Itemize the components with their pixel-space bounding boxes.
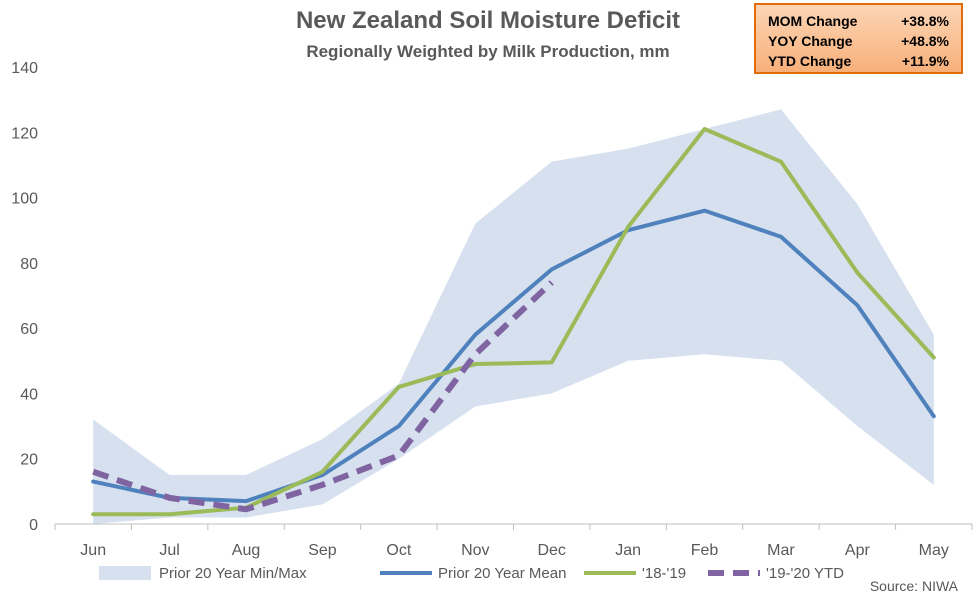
y-tick-label: 0 bbox=[29, 517, 38, 534]
y-tick-label: 20 bbox=[20, 452, 38, 469]
series-layer bbox=[91, 127, 936, 517]
y-tick-label: 60 bbox=[20, 321, 38, 338]
x-tick-label: Apr bbox=[845, 542, 871, 559]
x-tick-label: Nov bbox=[461, 542, 489, 559]
stat-row-mom: MOM Change +38.8% bbox=[768, 11, 949, 31]
x-tick-label: Mar bbox=[767, 542, 795, 559]
y-tick-label: 80 bbox=[20, 256, 38, 273]
stat-label: MOM Change bbox=[768, 13, 858, 29]
series-line bbox=[91, 127, 936, 517]
series-line bbox=[91, 208, 936, 504]
stat-value: +38.8% bbox=[901, 13, 949, 29]
x-tick-label: Sep bbox=[308, 542, 337, 559]
stat-label: YOY Change bbox=[768, 33, 853, 49]
x-tick-label: Aug bbox=[232, 542, 260, 559]
x-tick-label: Jan bbox=[615, 542, 641, 559]
stat-label: YTD Change bbox=[768, 53, 852, 69]
x-tick-label: May bbox=[919, 542, 949, 559]
x-tick-label: Jun bbox=[80, 542, 106, 559]
axis-layer: Jun Jul Aug Sep Oct Nov Dec Jan Feb Mar Apr May 0 20 4… bbox=[11, 60, 973, 559]
legend-label: '19-'20 YTD bbox=[766, 565, 844, 582]
x-tick-label: Oct bbox=[386, 542, 411, 559]
stat-value: +48.8% bbox=[901, 33, 949, 49]
source-note: Source: NIWA bbox=[869, 578, 958, 594]
stat-row-yoy: YOY Change +48.8% bbox=[768, 31, 949, 51]
y-tick-label: 120 bbox=[11, 125, 38, 142]
chart-title: New Zealand Soil Moisture Deficit bbox=[295, 7, 681, 34]
x-tick-label: Feb bbox=[691, 542, 719, 559]
x-tick-label: Jul bbox=[159, 542, 179, 559]
legend-label: Prior 20 Year Mean bbox=[438, 565, 566, 582]
chart-subtitle: Regionally Weighted by Milk Production, … bbox=[306, 42, 670, 61]
legend-label: Prior 20 Year Min/Max bbox=[159, 565, 307, 582]
y-tick-label: 100 bbox=[11, 191, 38, 208]
y-tick-label: 40 bbox=[20, 386, 38, 403]
legend: Prior 20 Year Min/Max Prior 20 Year Mean '… bbox=[99, 565, 844, 582]
change-summary-box: MOM Change +38.8% YOY Change +48.8% YTD … bbox=[754, 3, 963, 74]
x-tick-label: Dec bbox=[537, 542, 565, 559]
stat-row-ytd: YTD Change +11.9% bbox=[768, 51, 949, 71]
series-line bbox=[92, 280, 554, 513]
legend-label: '18-'19 bbox=[642, 565, 686, 582]
legend-swatch bbox=[99, 566, 151, 580]
y-tick-label: 140 bbox=[11, 60, 38, 77]
stat-value: +11.9% bbox=[901, 53, 949, 69]
